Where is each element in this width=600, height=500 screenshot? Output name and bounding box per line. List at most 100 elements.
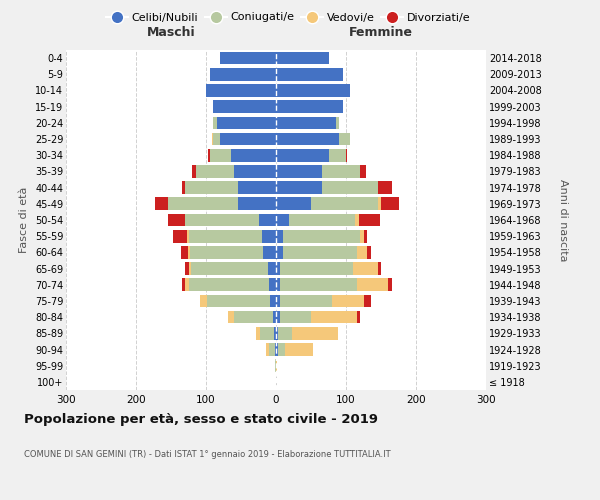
- Bar: [276, 230, 283, 242]
- Bar: [275, 360, 276, 372]
- Bar: [276, 294, 280, 308]
- Bar: [356, 246, 367, 258]
- Bar: [367, 246, 371, 258]
- Bar: [262, 230, 276, 242]
- Bar: [234, 311, 272, 324]
- Bar: [208, 294, 271, 308]
- Bar: [217, 116, 276, 129]
- Bar: [377, 262, 381, 275]
- Bar: [220, 132, 276, 145]
- Bar: [256, 327, 260, 340]
- Bar: [280, 262, 353, 275]
- Bar: [377, 198, 381, 210]
- Bar: [276, 132, 339, 145]
- Bar: [280, 294, 332, 308]
- Bar: [185, 278, 188, 291]
- Bar: [356, 278, 388, 291]
- Bar: [263, 246, 276, 258]
- Bar: [209, 149, 230, 162]
- Bar: [268, 262, 276, 275]
- Bar: [311, 311, 356, 324]
- Bar: [213, 132, 220, 145]
- Bar: [206, 84, 276, 97]
- Bar: [278, 327, 292, 340]
- Bar: [234, 165, 276, 177]
- Bar: [364, 294, 371, 308]
- Bar: [265, 343, 269, 356]
- Bar: [196, 165, 234, 177]
- Bar: [185, 214, 259, 226]
- Bar: [209, 68, 276, 80]
- Bar: [185, 262, 188, 275]
- Bar: [155, 198, 167, 210]
- Bar: [360, 230, 364, 242]
- Bar: [274, 327, 276, 340]
- Bar: [182, 278, 185, 291]
- Text: COMUNE DI SAN GEMINI (TR) - Dati ISTAT 1° gennaio 2019 - Elaborazione TUTTITALIA: COMUNE DI SAN GEMINI (TR) - Dati ISTAT 1…: [24, 450, 391, 459]
- Bar: [377, 182, 392, 194]
- Bar: [271, 294, 276, 308]
- Bar: [276, 149, 329, 162]
- Bar: [332, 294, 364, 308]
- Bar: [381, 198, 398, 210]
- Bar: [188, 262, 191, 275]
- Bar: [276, 343, 278, 356]
- Bar: [322, 165, 360, 177]
- Bar: [276, 311, 280, 324]
- Bar: [285, 343, 313, 356]
- Bar: [276, 360, 277, 372]
- Bar: [355, 214, 359, 226]
- Bar: [276, 165, 322, 177]
- Bar: [191, 262, 268, 275]
- Bar: [283, 230, 360, 242]
- Bar: [185, 182, 238, 194]
- Bar: [278, 343, 285, 356]
- Bar: [276, 52, 329, 64]
- Bar: [353, 262, 377, 275]
- Y-axis label: Anni di nascita: Anni di nascita: [558, 179, 568, 261]
- Bar: [213, 116, 217, 129]
- Y-axis label: Fasce di età: Fasce di età: [19, 187, 29, 253]
- Text: Femmine: Femmine: [349, 26, 413, 38]
- Bar: [167, 214, 185, 226]
- Bar: [167, 198, 238, 210]
- Bar: [276, 84, 349, 97]
- Bar: [188, 246, 190, 258]
- Bar: [182, 182, 185, 194]
- Bar: [359, 214, 380, 226]
- Text: Popolazione per età, sesso e stato civile - 2019: Popolazione per età, sesso e stato civil…: [24, 412, 378, 426]
- Bar: [200, 294, 208, 308]
- Bar: [311, 198, 377, 210]
- Bar: [276, 182, 322, 194]
- Bar: [280, 311, 311, 324]
- Bar: [280, 278, 356, 291]
- Bar: [269, 278, 276, 291]
- Bar: [260, 327, 274, 340]
- Bar: [276, 246, 283, 258]
- Bar: [283, 246, 356, 258]
- Bar: [188, 230, 262, 242]
- Bar: [229, 311, 234, 324]
- Bar: [276, 262, 280, 275]
- Bar: [339, 132, 349, 145]
- Bar: [276, 278, 280, 291]
- Bar: [276, 116, 335, 129]
- Bar: [322, 182, 377, 194]
- Bar: [220, 52, 276, 64]
- Bar: [190, 246, 263, 258]
- Bar: [188, 278, 269, 291]
- Bar: [208, 149, 209, 162]
- Bar: [346, 149, 347, 162]
- Bar: [276, 327, 278, 340]
- Bar: [272, 311, 276, 324]
- Bar: [212, 132, 213, 145]
- Bar: [187, 230, 188, 242]
- Bar: [276, 214, 289, 226]
- Bar: [289, 214, 355, 226]
- Bar: [329, 149, 346, 162]
- Text: Maschi: Maschi: [146, 26, 196, 38]
- Bar: [360, 165, 365, 177]
- Bar: [356, 311, 360, 324]
- Bar: [388, 278, 392, 291]
- Bar: [259, 214, 276, 226]
